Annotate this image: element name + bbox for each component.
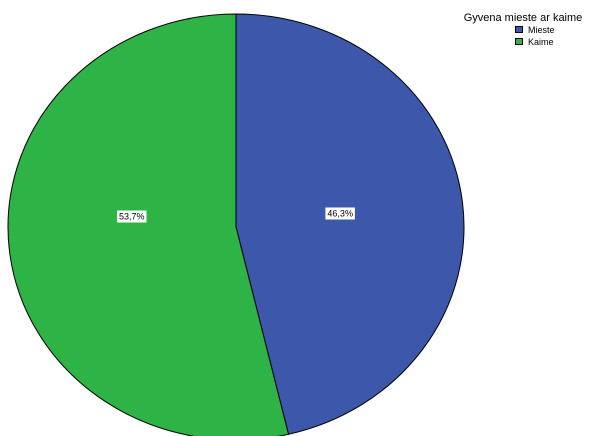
data-label-mieste: 46,3%	[325, 207, 355, 220]
legend-swatch-kaime	[515, 38, 523, 45]
legend-swatch-mieste	[515, 26, 523, 33]
data-label-text: 53,7%	[119, 212, 145, 222]
data-label-kaime: 53,7%	[117, 210, 147, 223]
legend-label-mieste: Mieste	[528, 25, 555, 35]
legend-item-kaime: Kaime	[515, 36, 591, 48]
data-label-background	[325, 207, 355, 220]
pie-data-labels: 46,3% 53,7%	[117, 207, 355, 223]
pie-slices	[7, 13, 465, 436]
pie-slice-kaime	[7, 13, 290, 436]
legend-item-mieste: Mieste	[515, 24, 591, 36]
pie-slice-mieste	[235, 13, 465, 435]
legend-label-kaime: Kaime	[528, 37, 554, 47]
legend: Gyvena mieste ar kaime Mieste Kaime	[455, 13, 591, 48]
data-label-background	[117, 210, 147, 223]
legend-title: Gyvena mieste ar kaime	[463, 12, 583, 24]
data-label-text: 46,3%	[327, 209, 353, 219]
